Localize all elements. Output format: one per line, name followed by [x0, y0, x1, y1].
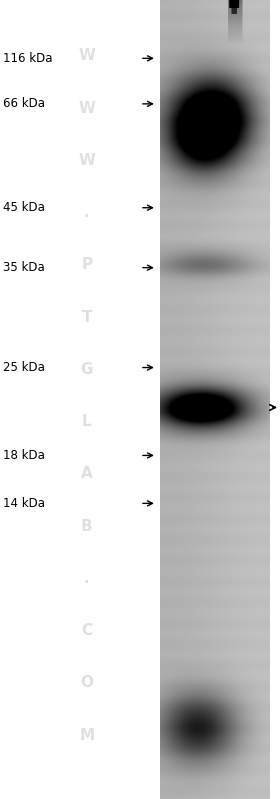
Text: A: A	[81, 467, 93, 481]
Text: C: C	[81, 623, 92, 638]
Text: 35 kDa: 35 kDa	[3, 261, 45, 274]
Text: O: O	[80, 675, 93, 690]
Text: P: P	[81, 257, 92, 272]
Text: B: B	[81, 519, 93, 534]
Text: G: G	[81, 362, 93, 377]
Text: M: M	[79, 728, 94, 742]
Text: 18 kDa: 18 kDa	[3, 449, 45, 462]
Text: 45 kDa: 45 kDa	[3, 201, 45, 214]
Text: 25 kDa: 25 kDa	[3, 361, 45, 374]
Text: 14 kDa: 14 kDa	[3, 497, 45, 510]
Text: .: .	[84, 570, 90, 586]
Text: L: L	[82, 414, 92, 429]
Text: W: W	[78, 49, 95, 63]
Text: T: T	[81, 310, 92, 324]
Text: 66 kDa: 66 kDa	[3, 97, 45, 110]
Text: .: .	[84, 205, 90, 221]
Text: W: W	[78, 153, 95, 168]
Text: W: W	[78, 101, 95, 116]
Text: 116 kDa: 116 kDa	[3, 52, 52, 65]
